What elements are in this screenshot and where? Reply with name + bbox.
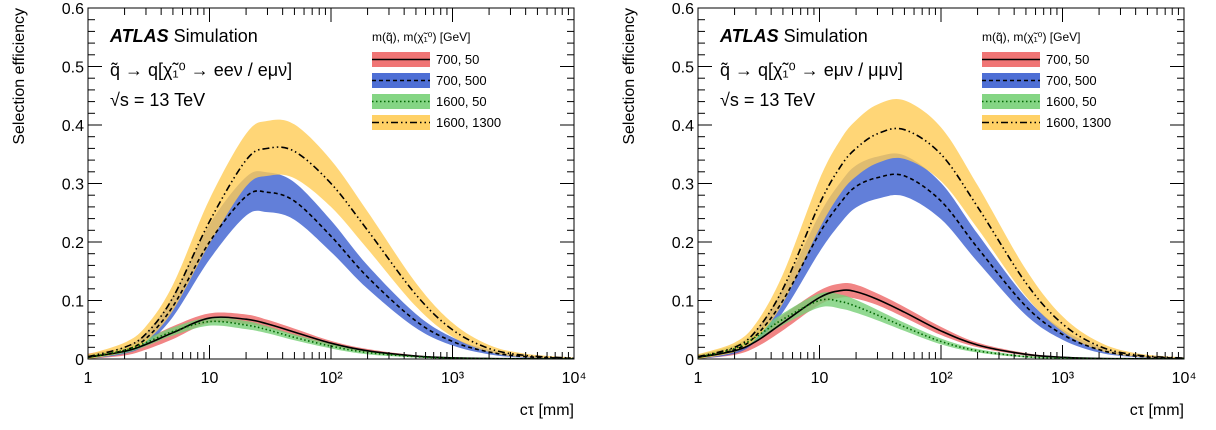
y-axis-label: Selection efficiency	[621, 8, 638, 145]
legend-entry: 700, 500	[436, 73, 487, 88]
legend-title: m(q̃), m(χ̃₁⁰) [GeV]	[372, 30, 471, 44]
panel-1: 1 10 10² 10³ 10⁴ 0 0.1 0.2 0.3 0.4 0.5 0.6 cτ [mm] Se…	[11, 1, 586, 419]
x-tick-label: 1	[84, 370, 93, 387]
energy-label: √s = 13 TeV	[110, 90, 205, 110]
x-tick-label: 10³	[1051, 370, 1075, 387]
legend-entry: 700, 500	[1046, 73, 1097, 88]
x-tick-label: 10²	[929, 370, 953, 387]
simulation-word: Simulation	[784, 26, 868, 46]
panel-2: 1 10 10² 10³ 10⁴ 0 0.1 0.2 0.3 0.4 0.5 0.6 cτ [mm] Se…	[621, 1, 1196, 419]
x-tick-label: 1	[694, 370, 703, 387]
process-label: q̃ → q[χ̃₁⁰ → eeν / eμν]	[110, 60, 292, 80]
energy-label: √s = 13 TeV	[720, 90, 815, 110]
line-series-3	[698, 298, 1184, 359]
y-tick-label: 0.3	[672, 177, 694, 194]
experiment-label: ATLAS Simulation	[719, 26, 868, 46]
y-tick-label: 0.6	[672, 1, 694, 18]
y-tick-label: 0.6	[62, 1, 84, 18]
y-tick-label: 0.4	[62, 118, 84, 135]
x-axis-label: cτ [mm]	[1130, 402, 1184, 419]
line-series-2	[698, 173, 1184, 359]
y-tick-label: 0.3	[62, 177, 84, 194]
line-series-1	[88, 316, 574, 359]
line-series-1	[698, 289, 1184, 359]
x-tick-label: 10	[201, 370, 219, 387]
y-axis-label: Selection efficiency	[11, 8, 28, 145]
legend-entry: 1600, 1300	[436, 115, 501, 130]
y-tick-label: 0.1	[62, 294, 84, 311]
y-tick-label: 0.4	[672, 118, 694, 135]
y-tick-label: 0	[75, 352, 84, 369]
atlas-word: ATLAS	[109, 26, 169, 46]
legend-entry: 1600, 1300	[1046, 115, 1111, 130]
line-series-4	[698, 127, 1184, 359]
y-tick-label: 0.5	[62, 60, 84, 77]
y-tick-label: 0	[685, 352, 694, 369]
band-series-2	[698, 153, 1184, 359]
legend-title: m(q̃), m(χ̃₁⁰) [GeV]	[982, 30, 1081, 44]
simulation-word: Simulation	[174, 26, 258, 46]
plot-area	[88, 119, 574, 359]
line-series-4	[88, 146, 574, 359]
experiment-label: ATLAS Simulation	[109, 26, 258, 46]
y-tick-label: 0.5	[672, 60, 694, 77]
x-tick-label: 10²	[319, 370, 343, 387]
plot-area	[698, 98, 1184, 359]
x-tick-label: 10⁴	[562, 370, 587, 387]
y-tick-label: 0.1	[672, 294, 694, 311]
y-tick-label: 0.2	[62, 235, 84, 252]
legend-entry: 700, 50	[436, 52, 479, 67]
atlas-word: ATLAS	[719, 26, 779, 46]
band-series-4	[698, 98, 1184, 359]
legend-entry: 700, 50	[1046, 52, 1089, 67]
y-tick-label: 0.2	[672, 235, 694, 252]
x-tick-label: 10⁴	[1172, 370, 1197, 387]
x-tick-label: 10³	[441, 370, 465, 387]
line-series-2	[88, 190, 574, 359]
band-series-4	[88, 119, 574, 359]
x-axis-label: cτ [mm]	[520, 402, 574, 419]
legend-entry: 1600, 50	[1046, 94, 1097, 109]
x-tick-label: 10	[811, 370, 829, 387]
process-label: q̃ → q[χ̃₁⁰ → eμν / μμν]	[720, 60, 903, 80]
legend-entry: 1600, 50	[436, 94, 487, 109]
